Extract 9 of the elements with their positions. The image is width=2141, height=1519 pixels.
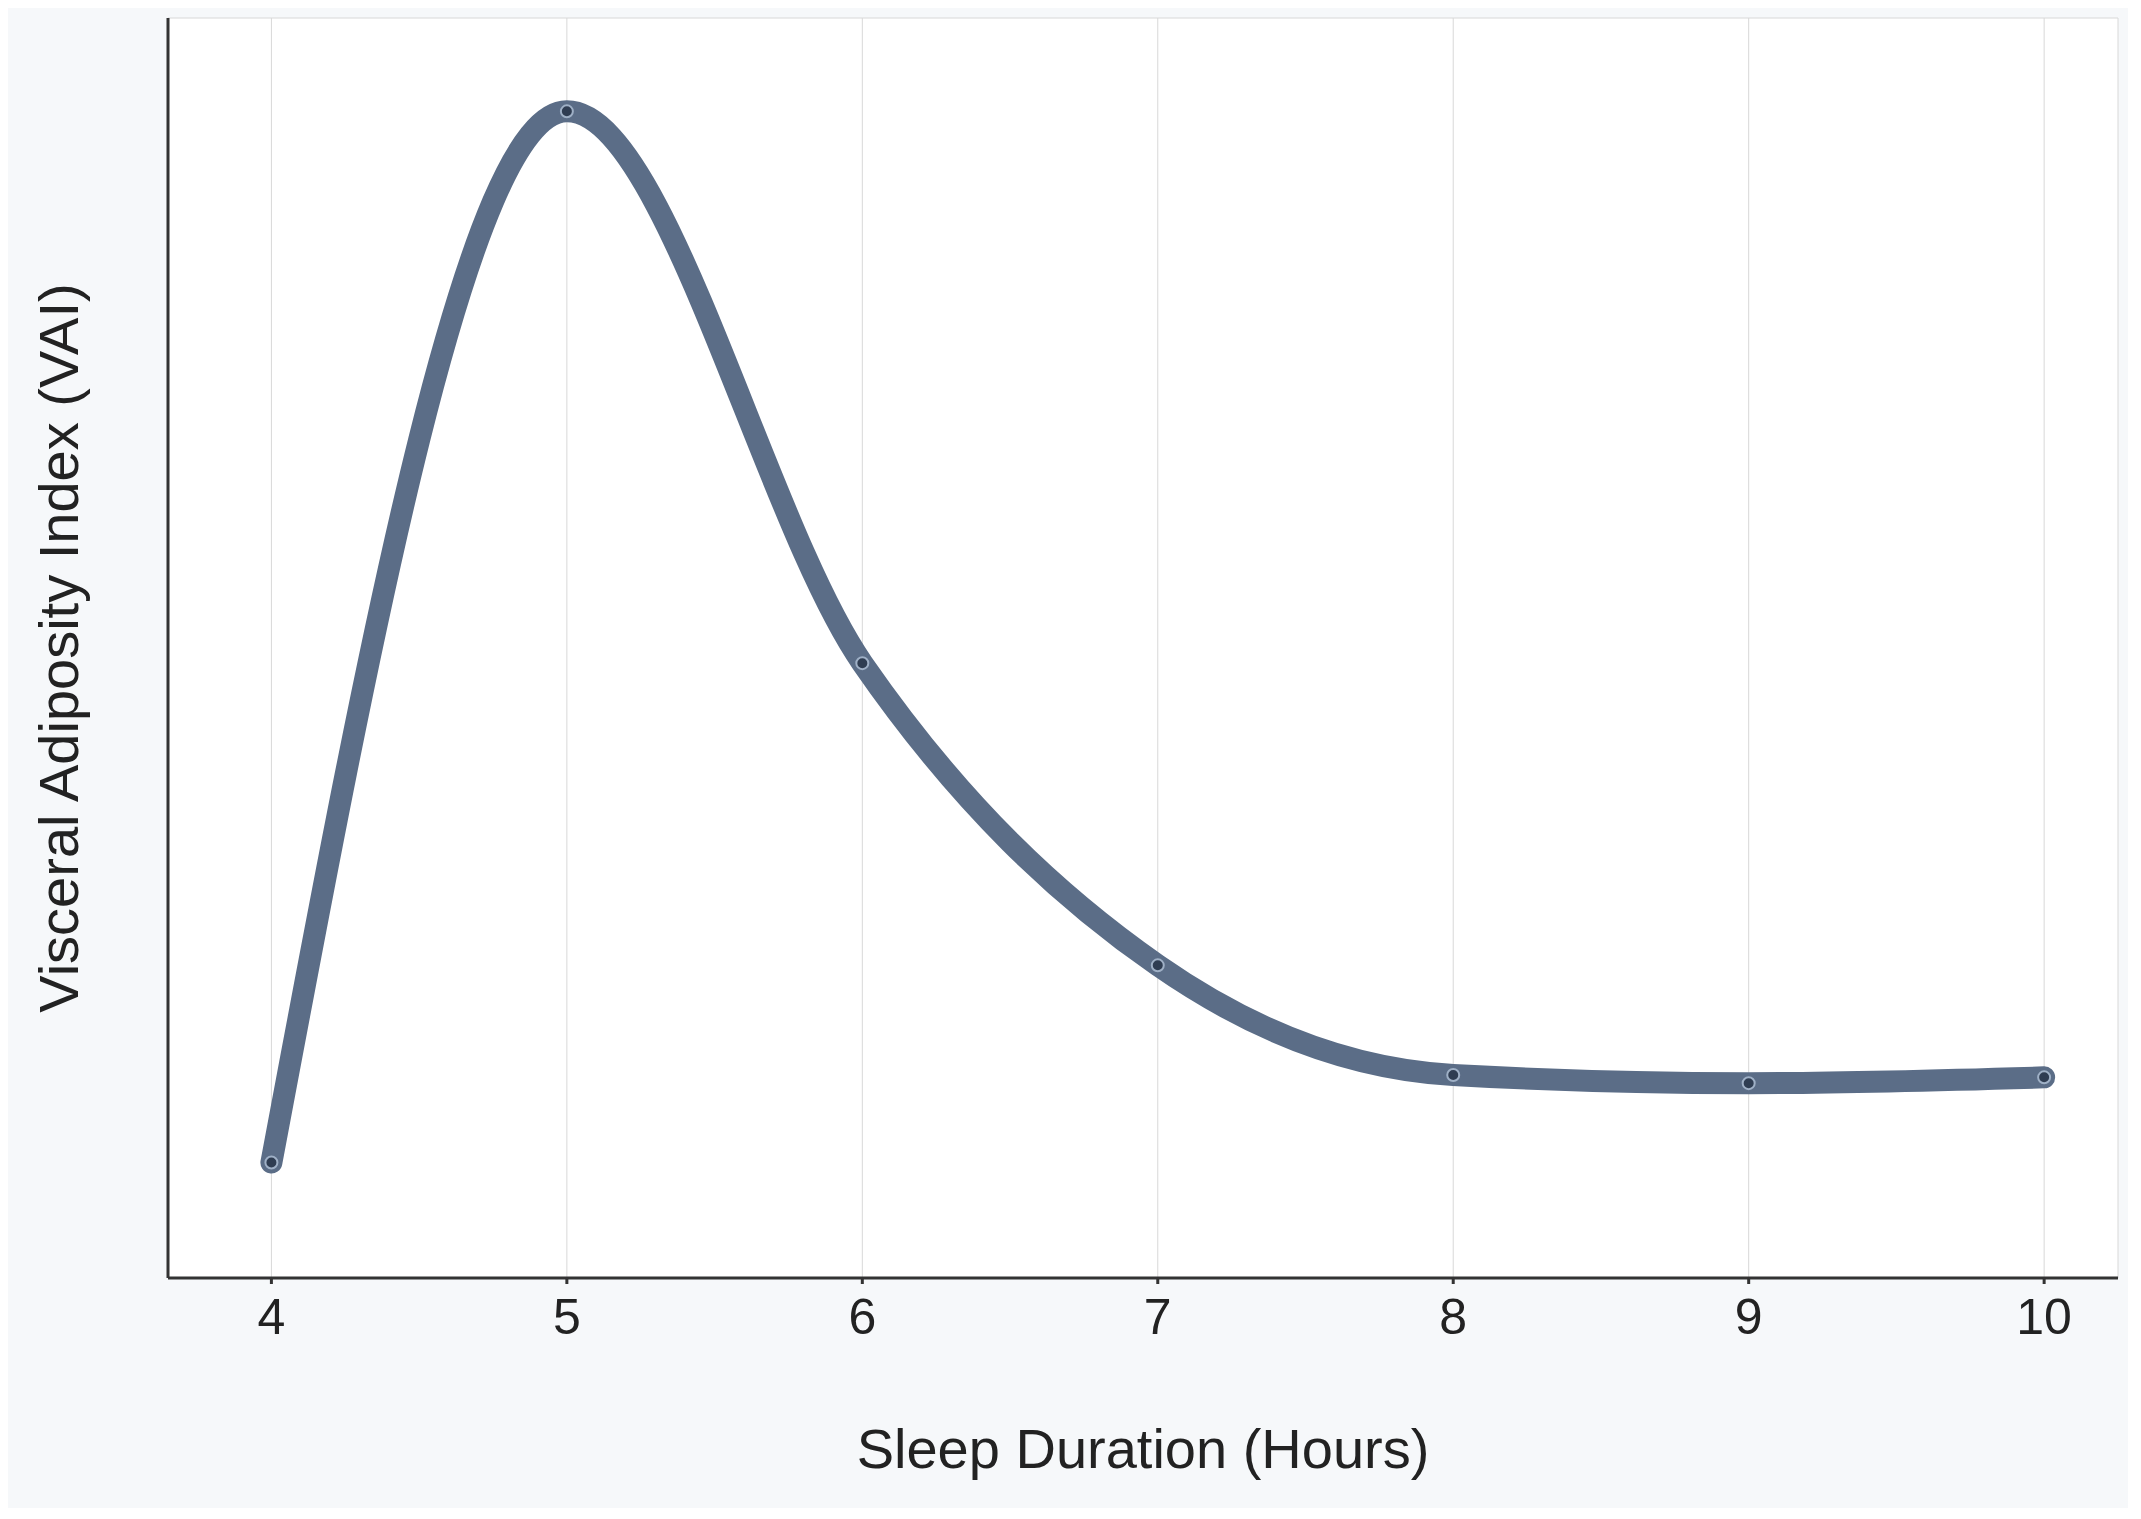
x-axis-title: Sleep Duration (Hours) xyxy=(856,1417,1430,1480)
x-tick-label: 10 xyxy=(2016,1288,2072,1345)
y-axis-title: Visceral Adiposity Index (VAI) xyxy=(26,283,90,1013)
x-tick-label: 5 xyxy=(552,1288,581,1345)
x-tick-label: 8 xyxy=(1439,1288,1468,1345)
x-tick-label: 9 xyxy=(1734,1288,1763,1345)
x-tick-label: 6 xyxy=(848,1288,877,1345)
x-tick-label: 7 xyxy=(1143,1288,1172,1345)
x-tick-label: 4 xyxy=(257,1288,286,1345)
